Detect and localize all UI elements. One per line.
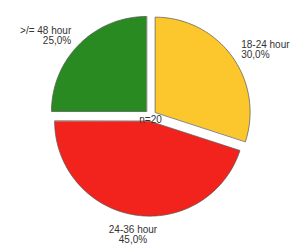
svg-text:18-24 hour30,0%: 18-24 hour30,0% xyxy=(241,39,290,60)
svg-text:24-36 hour45,0%: 24-36 hour45,0% xyxy=(109,224,158,245)
svg-text:>/= 48 hour25,0%: >/= 48 hour25,0% xyxy=(20,25,72,46)
svg-text:n=20: n=20 xyxy=(139,114,162,125)
